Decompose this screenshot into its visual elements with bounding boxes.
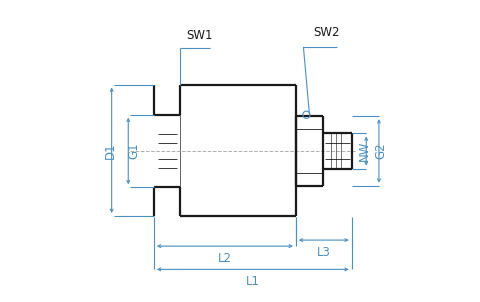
Text: D1: D1: [104, 143, 117, 159]
Text: SW1: SW1: [186, 29, 213, 42]
Text: G2: G2: [375, 143, 388, 159]
Text: G1: G1: [127, 143, 140, 159]
Text: NW: NW: [358, 141, 371, 161]
Text: SW2: SW2: [313, 26, 339, 39]
Text: L2: L2: [218, 252, 232, 265]
Text: L1: L1: [246, 275, 260, 288]
Text: L3: L3: [317, 246, 331, 259]
